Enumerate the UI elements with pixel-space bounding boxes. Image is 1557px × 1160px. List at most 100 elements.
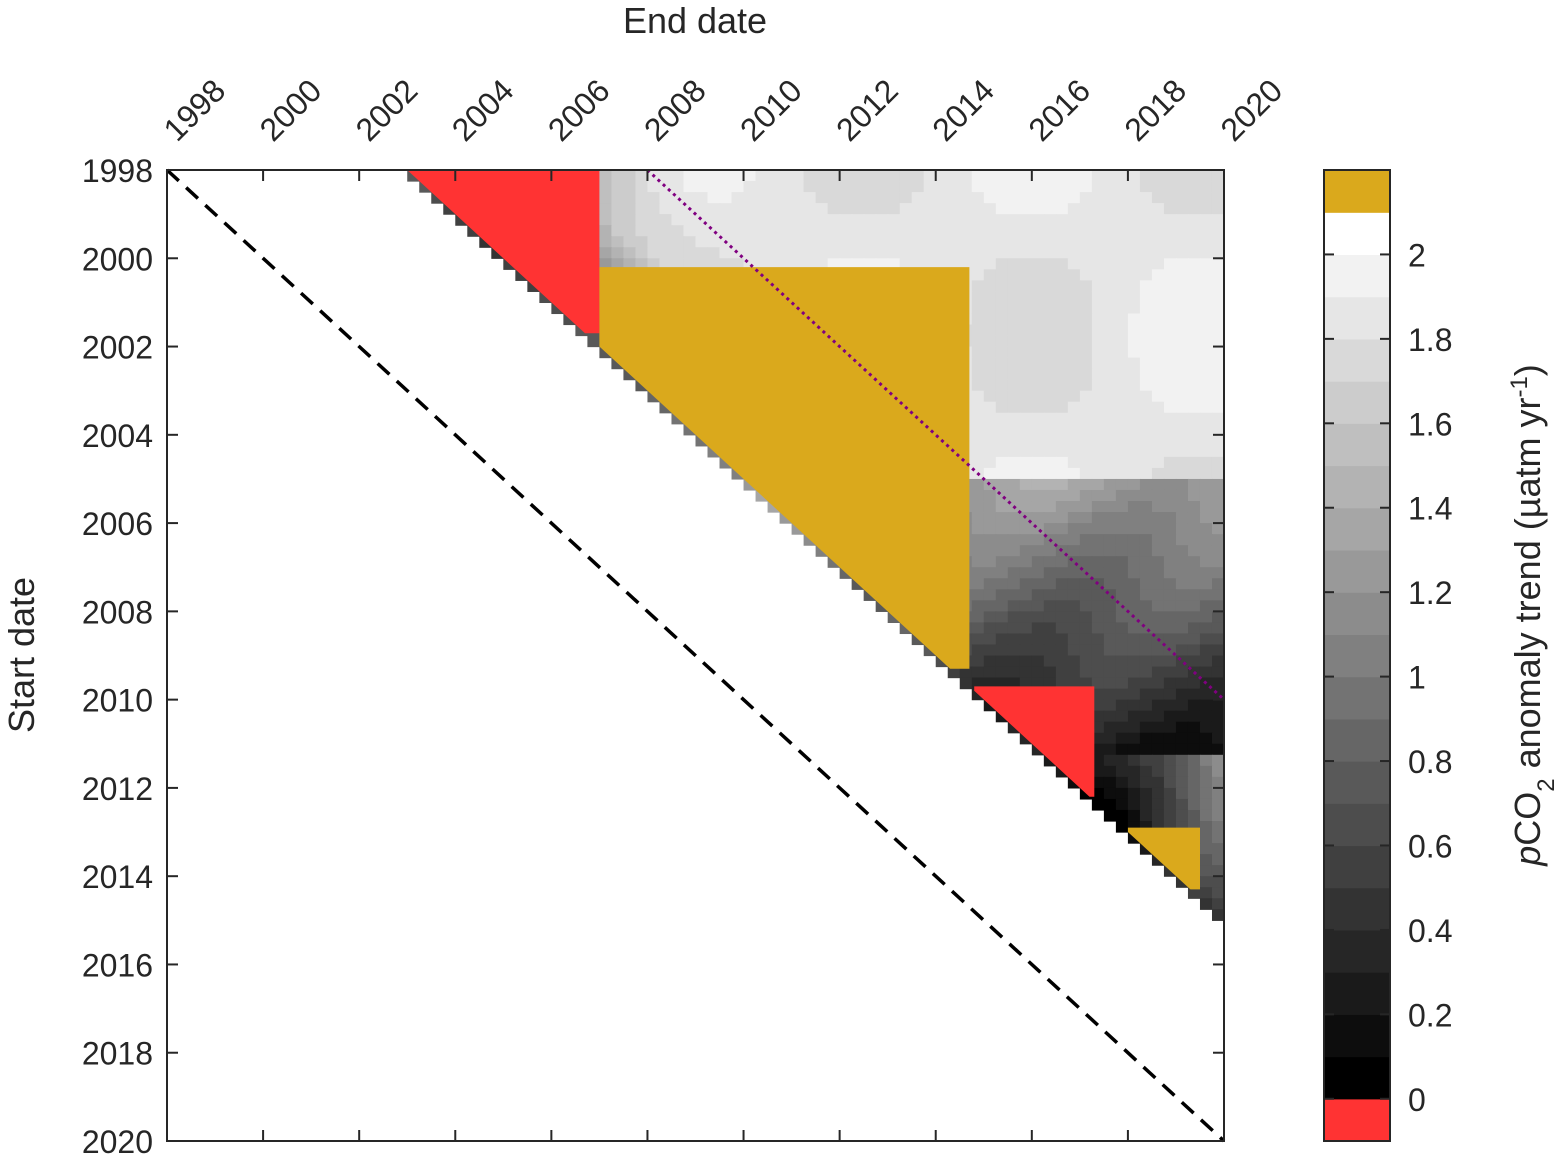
heatmap-cell [1151,445,1165,458]
heatmap-cell [635,225,649,237]
heatmap-cell [1187,181,1201,193]
heatmap-cell [1163,478,1177,491]
heatmap-cell [1224,589,1237,601]
heatmap-cell [1019,467,1033,480]
heatmap-cell [1199,225,1213,237]
heatmap-cell [983,247,997,259]
heatmap-cell [1103,534,1117,546]
heatmap-cell [1067,556,1081,568]
heatmap-cell [1019,390,1033,403]
heatmap-cell [923,258,937,270]
heatmap-cell [1224,556,1237,568]
heatmap-cell [1199,534,1213,546]
heatmap-cell [1175,456,1189,469]
heatmap-cell [1091,401,1105,414]
heatmap-cell [1151,324,1165,337]
heatmap-cell [911,181,925,193]
heatmap-cell [1139,534,1153,546]
heatmap-cell [1055,501,1069,513]
heatmap-cell [1055,170,1069,182]
heatmap-cell [1175,876,1189,888]
heatmap-cell [1187,754,1201,767]
heatmap-cell [1224,280,1237,292]
heatmap-cell [971,556,985,568]
heatmap-cell [971,192,985,204]
heatmap-cell [1224,810,1237,822]
heatmap-cell [1019,501,1033,513]
region-negative [407,170,600,334]
heatmap-cell [1079,501,1093,513]
heatmap-cell [1163,699,1177,712]
heatmap-cell [1199,324,1213,337]
heatmap-cell [1031,478,1045,491]
heatmap-cell [1007,170,1021,182]
heatmap-cell [983,434,997,447]
heatmap-cell [803,225,817,237]
heatmap-cell [611,225,625,237]
heatmap-cell [1224,324,1237,336]
heatmap-cell [779,236,793,248]
heatmap-cell [923,192,937,204]
heatmap-cell [1163,622,1177,635]
heatmap-cell [635,236,649,248]
colorbar-band [1324,254,1390,298]
heatmap-cell [1211,743,1224,756]
heatmap-cell [1199,809,1213,822]
heatmap-cell [947,170,961,182]
heatmap-cell [863,203,877,215]
heatmap-cell [839,236,853,248]
heatmap-cell [1031,545,1045,557]
heatmap-cell [1175,236,1189,248]
heatmap-cell [1187,313,1201,326]
y-tick-label: 2004 [82,418,153,454]
heatmap-cell [1103,291,1117,304]
heatmap-cell [1115,743,1129,756]
heatmap-cell [731,258,745,270]
heatmap-cell [971,214,985,226]
heatmap-cell [1031,655,1045,668]
heatmap-cell [1175,501,1189,513]
colorbar-band [1324,972,1390,1015]
heatmap-cell [1211,644,1224,657]
heatmap-cell [1187,192,1201,204]
heatmap-cell [1151,170,1165,182]
heatmap-cell [1115,181,1129,193]
heatmap-cell [1055,556,1069,568]
heatmap-cell [983,445,997,458]
heatmap-cell [1103,258,1117,270]
heatmap-cell [1043,512,1057,524]
heatmap-cell [1211,710,1224,723]
heatmap-cell [707,247,721,259]
heatmap-cell [935,236,949,248]
heatmap-cell [1187,467,1201,480]
heatmap-cell [839,192,853,204]
heatmap-cell [1043,280,1057,292]
heatmap-cell [1139,655,1153,668]
heatmap-cell [1199,567,1213,579]
heatmap-cell [1199,600,1213,612]
heatmap-cell [1055,489,1069,502]
heatmap-cell [1103,170,1117,182]
heatmap-cell [839,567,853,579]
heatmap-cell [1007,556,1021,568]
heatmap-cell [1127,434,1141,447]
heatmap-cell [851,181,865,193]
heatmap-cell [1127,677,1141,690]
heatmap-cell [995,677,1009,690]
heatmap-cell [887,170,901,182]
heatmap-cell [731,170,745,182]
heatmap-cell [1163,269,1177,281]
heatmap-cell [1163,225,1177,237]
heatmap-cell [1007,611,1021,623]
heatmap-cell [683,258,697,270]
heatmap-cell [1055,181,1069,193]
heatmap-cell [1151,721,1165,734]
heatmap-cell [767,214,781,226]
heatmap-cell [743,225,757,237]
heatmap-cell [1163,611,1177,623]
heatmap-cell [1151,578,1165,590]
heatmap-cell [1127,269,1141,281]
heatmap-cell [1103,589,1117,601]
heatmap-cell [1031,390,1045,403]
heatmap-cell [1211,269,1224,281]
